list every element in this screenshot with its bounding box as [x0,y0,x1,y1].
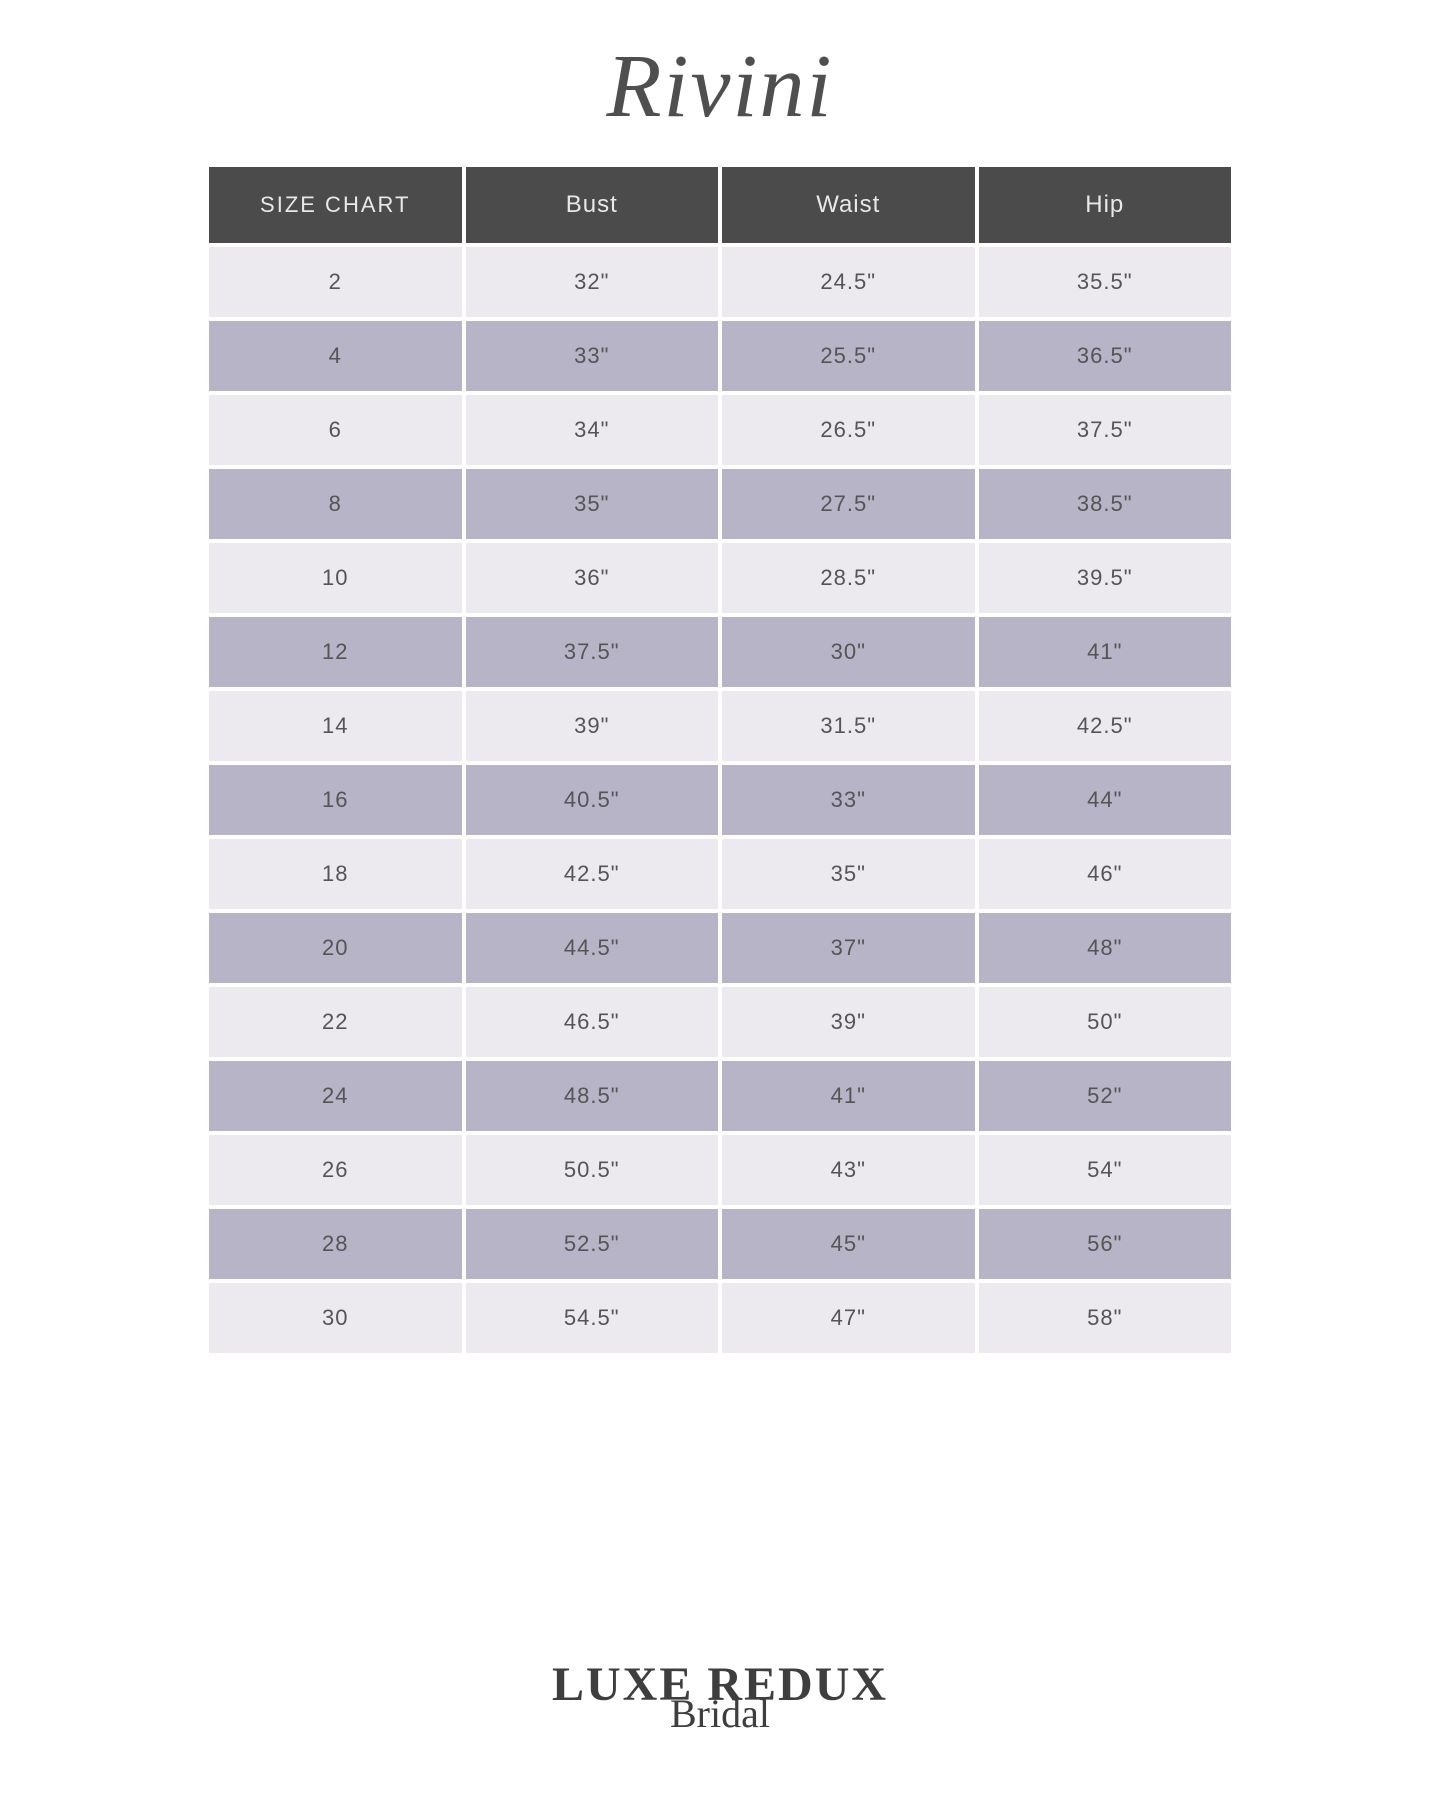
table-cell: 52.5" [466,1209,719,1279]
table-row: 835"27.5"38.5" [209,469,1231,539]
table-row: 1640.5"33"44" [209,765,1231,835]
table-cell: 30 [209,1283,462,1353]
table-cell: 6 [209,395,462,465]
table-cell: 14 [209,691,462,761]
table-cell: 40.5" [466,765,719,835]
table-row: 1842.5"35"46" [209,839,1231,909]
table-cell: 27.5" [722,469,975,539]
table-cell: 37.5" [466,617,719,687]
table-cell: 48" [979,913,1232,983]
table-cell: 39" [466,691,719,761]
table-cell: 4 [209,321,462,391]
table-cell: 58" [979,1283,1232,1353]
table-cell: 33" [722,765,975,835]
table-cell: 32" [466,247,719,317]
table-cell: 38.5" [979,469,1232,539]
table-row: 2650.5"43"54" [209,1135,1231,1205]
table-row: 1036"28.5"39.5" [209,543,1231,613]
table-cell: 35" [466,469,719,539]
table-cell: 43" [722,1135,975,1205]
footer-logo: LUXE REDUX Bridal [552,1666,888,1730]
table-cell: 20 [209,913,462,983]
table-cell: 36.5" [979,321,1232,391]
table-row: 2448.5"41"52" [209,1061,1231,1131]
table-cell: 25.5" [722,321,975,391]
table-cell: 26 [209,1135,462,1205]
table-cell: 16 [209,765,462,835]
table-row: 2246.5"39"50" [209,987,1231,1057]
table-cell: 39.5" [979,543,1232,613]
table-row: 3054.5"47"58" [209,1283,1231,1353]
table-cell: 42.5" [466,839,719,909]
table-cell: 39" [722,987,975,1057]
table-cell: 28 [209,1209,462,1279]
table-cell: 34" [466,395,719,465]
table-cell: 54" [979,1135,1232,1205]
table-cell: 48.5" [466,1061,719,1131]
table-cell: 50.5" [466,1135,719,1205]
table-cell: 31.5" [722,691,975,761]
table-cell: 2 [209,247,462,317]
table-cell: 33" [466,321,719,391]
table-cell: 22 [209,987,462,1057]
col-header-size: SIZE CHART [209,167,462,243]
table-cell: 26.5" [722,395,975,465]
table-cell: 24.5" [722,247,975,317]
table-cell: 37.5" [979,395,1232,465]
col-header-hip: Hip [979,167,1232,243]
size-chart-table: SIZE CHART Bust Waist Hip 232"24.5"35.5"… [205,163,1235,1357]
table-cell: 44" [979,765,1232,835]
table-cell: 28.5" [722,543,975,613]
table-cell: 50" [979,987,1232,1057]
table-cell: 30" [722,617,975,687]
size-chart-body: 232"24.5"35.5"433"25.5"36.5"634"26.5"37.… [209,247,1231,1353]
table-cell: 56" [979,1209,1232,1279]
table-cell: 18 [209,839,462,909]
table-row: 232"24.5"35.5" [209,247,1231,317]
table-row: 1439"31.5"42.5" [209,691,1231,761]
table-cell: 42.5" [979,691,1232,761]
table-cell: 10 [209,543,462,613]
table-row: 634"26.5"37.5" [209,395,1231,465]
table-row: 2852.5"45"56" [209,1209,1231,1279]
table-cell: 47" [722,1283,975,1353]
brand-title: Rivini [607,35,834,138]
table-cell: 45" [722,1209,975,1279]
table-cell: 12 [209,617,462,687]
table-cell: 41" [722,1061,975,1131]
table-cell: 46" [979,839,1232,909]
table-cell: 35.5" [979,247,1232,317]
table-cell: 35" [722,839,975,909]
table-row: 2044.5"37"48" [209,913,1231,983]
table-cell: 24 [209,1061,462,1131]
table-cell: 41" [979,617,1232,687]
table-cell: 46.5" [466,987,719,1057]
col-header-waist: Waist [722,167,975,243]
table-cell: 52" [979,1061,1232,1131]
table-cell: 8 [209,469,462,539]
table-cell: 44.5" [466,913,719,983]
table-row: 1237.5"30"41" [209,617,1231,687]
table-cell: 36" [466,543,719,613]
table-row: 433"25.5"36.5" [209,321,1231,391]
table-cell: 54.5" [466,1283,719,1353]
table-header-row: SIZE CHART Bust Waist Hip [209,167,1231,243]
col-header-bust: Bust [466,167,719,243]
table-cell: 37" [722,913,975,983]
